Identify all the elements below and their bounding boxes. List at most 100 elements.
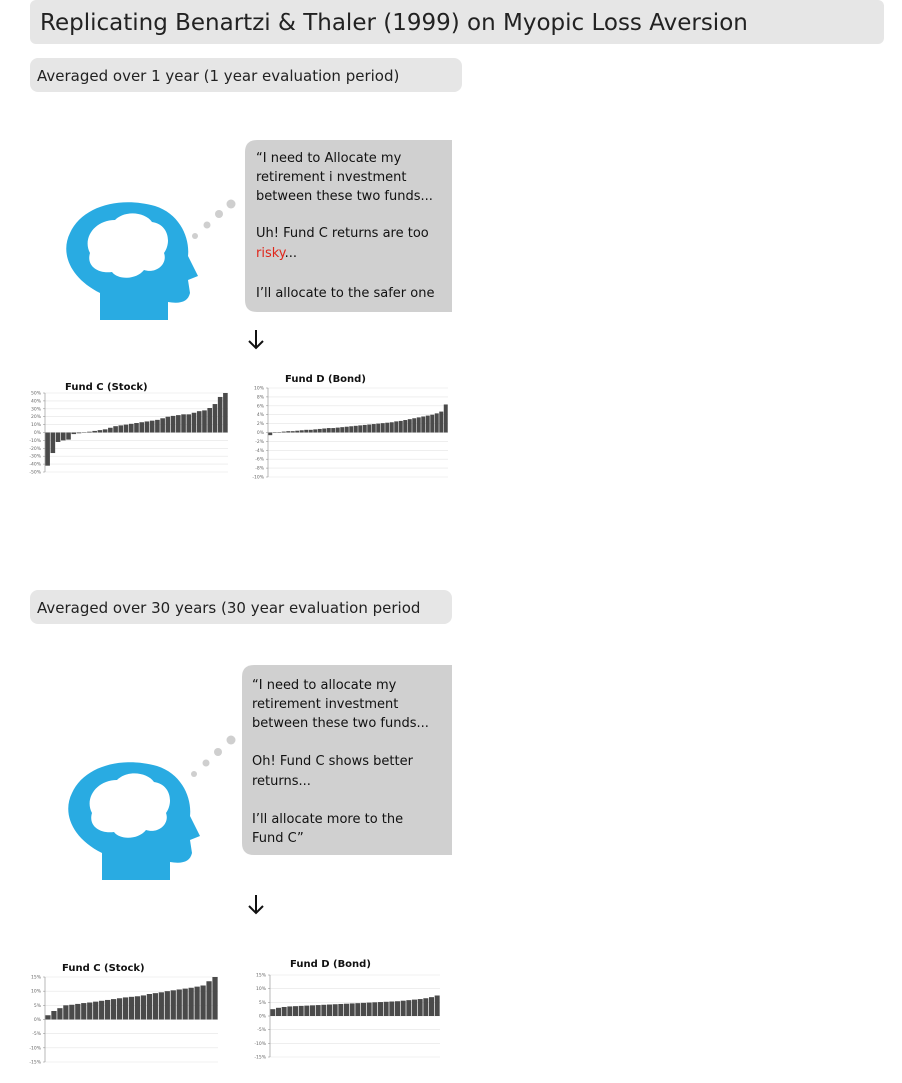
bar: [223, 393, 228, 433]
bubble-line: I’ll allocate more to the: [252, 812, 403, 827]
bar: [92, 430, 97, 433]
bar: [160, 418, 165, 433]
y-tick-label: 5%: [259, 1000, 267, 1006]
bar: [170, 990, 176, 1020]
y-tick-label: 0%: [257, 430, 265, 436]
bar: [398, 420, 403, 433]
bar: [298, 1005, 304, 1016]
bar: [362, 424, 367, 433]
bubble-line: between these two funds...: [256, 189, 433, 204]
section-header: [30, 590, 452, 624]
page-title: Replicating Benartzi & Thaler (1999) on …: [40, 10, 748, 36]
y-tick-label: 4%: [257, 412, 265, 418]
y-tick-label: -2%: [255, 439, 264, 445]
bar: [295, 430, 300, 433]
chart-title: Fund D (Bond): [290, 959, 371, 970]
y-tick-label: 8%: [257, 394, 265, 400]
bar: [45, 1015, 51, 1020]
bar: [207, 408, 213, 433]
bar: [412, 418, 417, 433]
bar: [139, 422, 145, 433]
bar: [118, 425, 124, 433]
bar: [140, 995, 147, 1020]
bar: [146, 994, 153, 1020]
bar: [326, 428, 331, 433]
bar: [430, 414, 435, 433]
bar: [105, 999, 111, 1020]
highlight-rest: ...: [285, 246, 297, 261]
bar: [202, 410, 207, 433]
bar: [188, 987, 194, 1020]
bar: [270, 1009, 276, 1016]
bar: [429, 997, 434, 1016]
bubble-line: Fund C”: [252, 831, 304, 846]
speech-bubble: [242, 665, 452, 855]
bar: [439, 411, 444, 433]
bar: [380, 423, 385, 433]
y-tick-label: -5%: [32, 1031, 41, 1037]
arrow: [248, 895, 264, 915]
bar: [93, 1001, 99, 1020]
bar: [412, 999, 417, 1016]
bar: [281, 431, 286, 433]
bar: [335, 427, 340, 433]
bubble-line: “I need to Allocate my: [256, 151, 402, 166]
bar: [372, 1002, 378, 1016]
bar: [69, 1004, 75, 1020]
bar: [358, 425, 363, 433]
section-heading: Averaged over 1 year (1 year evaluation …: [37, 67, 399, 85]
bar: [128, 996, 135, 1020]
highlight: risky: [256, 246, 287, 261]
bar: [123, 424, 129, 433]
bar: [176, 415, 181, 433]
y-tick-label: -15%: [29, 1060, 41, 1066]
bar: [349, 426, 354, 433]
bar: [122, 997, 129, 1020]
bar: [144, 421, 150, 433]
y-tick-label: 20%: [31, 414, 42, 420]
bar: [81, 1003, 87, 1020]
bar: [349, 1003, 355, 1016]
y-tick-label: 2%: [257, 421, 265, 427]
bar: [417, 999, 423, 1016]
y-tick-label: -50%: [29, 470, 41, 476]
head-icon: [68, 762, 200, 880]
bar: [434, 995, 440, 1016]
y-tick-label: -6%: [255, 457, 264, 463]
bar: [378, 1002, 383, 1016]
bar: [308, 429, 313, 433]
bar: [191, 412, 197, 433]
y-tick-label: 0%: [259, 1014, 267, 1020]
bar: [212, 977, 218, 1020]
bubble-line: Uh! Fund C returns are too: [256, 226, 429, 241]
bar: [71, 432, 77, 435]
bar: [407, 419, 412, 433]
bar: [287, 1006, 293, 1016]
y-tick-label: -10%: [254, 1041, 266, 1047]
bar: [304, 429, 309, 433]
bar: [344, 1003, 349, 1016]
bar: [332, 1004, 338, 1016]
bar: [406, 1000, 412, 1016]
chart-title: Fund D (Bond): [285, 374, 366, 385]
bar: [212, 404, 218, 433]
bar: [310, 1005, 315, 1016]
bar: [321, 1004, 327, 1016]
bubble-line: I’ll allocate to the safer one: [256, 286, 434, 301]
bar: [128, 423, 134, 433]
title-bar: [30, 0, 884, 44]
bar: [60, 432, 66, 441]
bar: [165, 416, 171, 433]
bar: [361, 1002, 366, 1016]
bar: [66, 432, 71, 440]
thought-dots: [192, 199, 236, 239]
bubble-line: retirement investment: [252, 697, 398, 712]
bar: [313, 429, 318, 433]
bar: [206, 981, 212, 1020]
bar: [134, 996, 141, 1020]
bar: [113, 426, 118, 433]
bar: [434, 413, 439, 433]
bar: [367, 424, 372, 433]
bar: [55, 432, 61, 442]
